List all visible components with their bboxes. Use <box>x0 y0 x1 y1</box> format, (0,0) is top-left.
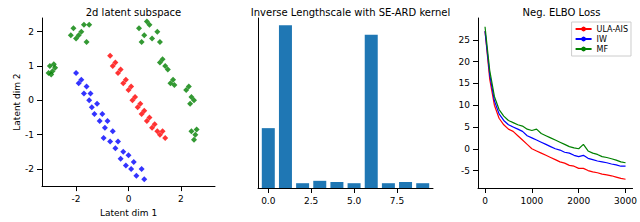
svg-text:1000: 1000 <box>520 196 543 206</box>
svg-text:25: 25 <box>459 35 470 45</box>
svg-text:-2: -2 <box>25 164 34 174</box>
svg-text:ULA-AIS: ULA-AIS <box>597 25 628 34</box>
svg-text:0: 0 <box>482 196 488 206</box>
svg-text:-1: -1 <box>25 130 34 140</box>
svg-text:5: 5 <box>464 122 470 132</box>
svg-text:Neg. ELBO Loss: Neg. ELBO Loss <box>523 7 601 18</box>
svg-text:0: 0 <box>126 194 132 204</box>
svg-text:-2: -2 <box>72 194 81 204</box>
svg-text:15: 15 <box>459 78 470 88</box>
svg-text:-5: -5 <box>461 166 470 176</box>
svg-text:2000: 2000 <box>567 196 590 206</box>
svg-text:2.5: 2.5 <box>304 196 318 206</box>
svg-text:0: 0 <box>28 95 34 105</box>
svg-text:5.0: 5.0 <box>347 196 362 206</box>
svg-text:1: 1 <box>28 61 34 71</box>
svg-text:20: 20 <box>459 57 471 67</box>
svg-text:7.5: 7.5 <box>390 196 404 206</box>
svg-text:Latent dim 2: Latent dim 2 <box>12 73 22 130</box>
svg-text:2d latent subspace: 2d latent subspace <box>86 7 182 18</box>
svg-text:Inverse Lengthscale with SE-AR: Inverse Lengthscale with SE-ARD kernel <box>251 7 450 18</box>
svg-text:Latent dim 1: Latent dim 1 <box>100 208 157 218</box>
svg-text:10: 10 <box>459 100 471 110</box>
svg-text:2: 2 <box>28 27 34 37</box>
svg-text:3000: 3000 <box>614 196 637 206</box>
svg-text:0.0: 0.0 <box>261 196 276 206</box>
svg-text:0: 0 <box>464 144 470 154</box>
svg-text:MF: MF <box>597 45 609 54</box>
svg-text:IW: IW <box>597 35 607 44</box>
svg-text:2: 2 <box>178 194 184 204</box>
